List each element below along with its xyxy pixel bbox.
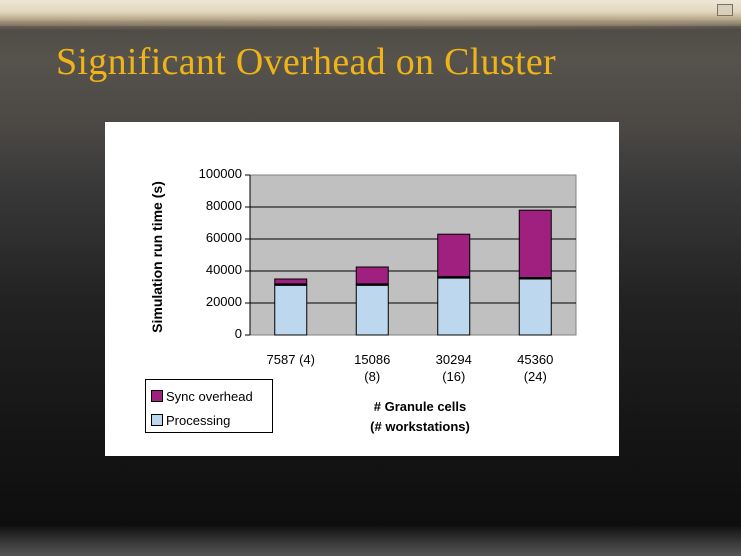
- x-tick-label-line: 45360: [517, 352, 554, 367]
- y-axis-label: Simulation run time (s): [149, 181, 165, 333]
- y-tick-label: 80000: [205, 198, 242, 213]
- header-corner-box: [717, 4, 733, 16]
- x-tick-label-line: (8): [364, 369, 381, 384]
- legend-item-processing: Processing: [151, 412, 230, 428]
- x-axis-label-line-1: # Granule cells: [373, 399, 467, 414]
- x-tick-label-line: (16): [442, 369, 466, 384]
- legend-swatch-processing: [151, 414, 163, 426]
- y-tick-label: 60000: [205, 230, 242, 245]
- slide-header-shadow: [0, 22, 741, 32]
- legend-label-sync-overhead: Sync overhead: [166, 388, 253, 404]
- x-axis-label: # Granule cells (# workstations): [325, 397, 515, 437]
- y-tick-label: 40000: [205, 262, 242, 277]
- chart-legend: Sync overhead Processing: [145, 379, 273, 433]
- legend-item-sync-overhead: Sync overhead: [151, 388, 253, 404]
- y-tick-label: 0: [234, 326, 242, 341]
- x-tick-label-line: (24): [523, 369, 547, 384]
- x-tick-label-line: 7587 (4): [266, 352, 315, 367]
- x-axis-label-line-2: (# workstations): [370, 419, 470, 434]
- y-tick-label: 100000: [198, 166, 242, 181]
- legend-swatch-sync-overhead: [151, 390, 163, 402]
- legend-label-processing: Processing: [166, 412, 231, 428]
- slide-footer-band: [0, 526, 741, 556]
- y-tick-label: 20000: [205, 294, 242, 309]
- x-tick-label: 15086 (8): [332, 351, 412, 385]
- x-tick-label: 7587 (4): [251, 351, 331, 368]
- slide-header-band: [0, 0, 741, 26]
- x-tick-label: 30294 (16): [414, 351, 494, 385]
- x-tick-label-line: 15086: [354, 352, 391, 367]
- x-tick-label-line: 30294: [435, 352, 472, 367]
- x-tick-label: 45360 (24): [495, 351, 575, 385]
- slide-title: Significant Overhead on Cluster: [56, 41, 557, 83]
